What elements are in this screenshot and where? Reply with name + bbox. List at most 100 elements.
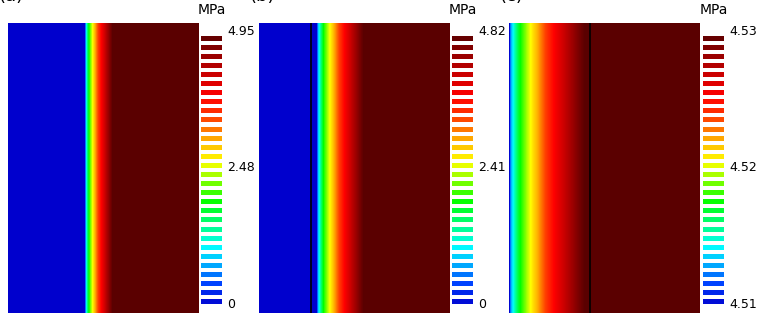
FancyBboxPatch shape: [201, 54, 223, 59]
FancyBboxPatch shape: [703, 227, 724, 231]
FancyBboxPatch shape: [452, 45, 473, 50]
FancyBboxPatch shape: [201, 227, 223, 231]
FancyBboxPatch shape: [201, 236, 223, 241]
Text: 2.41: 2.41: [478, 161, 506, 174]
FancyBboxPatch shape: [452, 172, 473, 177]
FancyBboxPatch shape: [201, 108, 223, 113]
FancyBboxPatch shape: [201, 263, 223, 268]
Text: 2.48: 2.48: [227, 161, 255, 174]
FancyBboxPatch shape: [703, 126, 724, 131]
FancyBboxPatch shape: [452, 299, 473, 304]
FancyBboxPatch shape: [452, 81, 473, 86]
FancyBboxPatch shape: [201, 36, 223, 41]
FancyBboxPatch shape: [452, 63, 473, 68]
FancyBboxPatch shape: [452, 108, 473, 113]
FancyBboxPatch shape: [452, 72, 473, 77]
FancyBboxPatch shape: [703, 117, 724, 123]
FancyBboxPatch shape: [452, 181, 473, 186]
FancyBboxPatch shape: [703, 90, 724, 95]
FancyBboxPatch shape: [201, 299, 223, 304]
FancyBboxPatch shape: [703, 254, 724, 259]
FancyBboxPatch shape: [703, 190, 724, 195]
FancyBboxPatch shape: [201, 81, 223, 86]
FancyBboxPatch shape: [703, 99, 724, 104]
FancyBboxPatch shape: [703, 54, 724, 59]
FancyBboxPatch shape: [703, 154, 724, 159]
FancyBboxPatch shape: [201, 63, 223, 68]
FancyBboxPatch shape: [703, 63, 724, 68]
FancyBboxPatch shape: [201, 154, 223, 159]
FancyBboxPatch shape: [201, 117, 223, 123]
FancyBboxPatch shape: [201, 90, 223, 95]
FancyBboxPatch shape: [452, 272, 473, 277]
FancyBboxPatch shape: [201, 45, 223, 50]
FancyBboxPatch shape: [201, 99, 223, 104]
Text: 4.52: 4.52: [729, 161, 756, 174]
FancyBboxPatch shape: [452, 154, 473, 159]
Text: 4.82: 4.82: [478, 25, 506, 38]
FancyBboxPatch shape: [703, 272, 724, 277]
FancyBboxPatch shape: [703, 172, 724, 177]
FancyBboxPatch shape: [452, 99, 473, 104]
Text: 4.51: 4.51: [729, 298, 756, 311]
FancyBboxPatch shape: [703, 72, 724, 77]
FancyBboxPatch shape: [201, 136, 223, 141]
FancyBboxPatch shape: [201, 217, 223, 222]
FancyBboxPatch shape: [703, 163, 724, 168]
Text: MPa: MPa: [449, 3, 477, 17]
FancyBboxPatch shape: [703, 108, 724, 113]
Text: (a): (a): [0, 0, 23, 6]
FancyBboxPatch shape: [201, 245, 223, 250]
Text: 0: 0: [227, 298, 235, 311]
Text: (b): (b): [249, 0, 274, 6]
FancyBboxPatch shape: [452, 236, 473, 241]
FancyBboxPatch shape: [703, 281, 724, 286]
FancyBboxPatch shape: [452, 117, 473, 123]
FancyBboxPatch shape: [452, 254, 473, 259]
FancyBboxPatch shape: [703, 290, 724, 295]
FancyBboxPatch shape: [452, 199, 473, 204]
FancyBboxPatch shape: [201, 172, 223, 177]
FancyBboxPatch shape: [201, 290, 223, 295]
FancyBboxPatch shape: [452, 163, 473, 168]
FancyBboxPatch shape: [703, 145, 724, 150]
FancyBboxPatch shape: [703, 36, 724, 41]
FancyBboxPatch shape: [703, 81, 724, 86]
FancyBboxPatch shape: [201, 199, 223, 204]
FancyBboxPatch shape: [703, 208, 724, 213]
FancyBboxPatch shape: [452, 90, 473, 95]
FancyBboxPatch shape: [201, 126, 223, 131]
FancyBboxPatch shape: [201, 190, 223, 195]
FancyBboxPatch shape: [452, 136, 473, 141]
FancyBboxPatch shape: [703, 217, 724, 222]
FancyBboxPatch shape: [703, 263, 724, 268]
FancyBboxPatch shape: [703, 299, 724, 304]
FancyBboxPatch shape: [201, 254, 223, 259]
FancyBboxPatch shape: [452, 54, 473, 59]
FancyBboxPatch shape: [703, 136, 724, 141]
FancyBboxPatch shape: [452, 145, 473, 150]
FancyBboxPatch shape: [703, 245, 724, 250]
FancyBboxPatch shape: [452, 281, 473, 286]
FancyBboxPatch shape: [452, 263, 473, 268]
Text: (c): (c): [500, 0, 524, 6]
Text: MPa: MPa: [700, 3, 728, 17]
FancyBboxPatch shape: [201, 272, 223, 277]
FancyBboxPatch shape: [452, 290, 473, 295]
FancyBboxPatch shape: [201, 72, 223, 77]
FancyBboxPatch shape: [703, 45, 724, 50]
Text: 4.95: 4.95: [227, 25, 255, 38]
FancyBboxPatch shape: [201, 181, 223, 186]
FancyBboxPatch shape: [452, 245, 473, 250]
Text: 0: 0: [478, 298, 486, 311]
FancyBboxPatch shape: [452, 190, 473, 195]
FancyBboxPatch shape: [452, 208, 473, 213]
FancyBboxPatch shape: [201, 281, 223, 286]
FancyBboxPatch shape: [201, 208, 223, 213]
Text: 4.53: 4.53: [729, 25, 756, 38]
FancyBboxPatch shape: [703, 199, 724, 204]
FancyBboxPatch shape: [452, 36, 473, 41]
FancyBboxPatch shape: [452, 227, 473, 231]
FancyBboxPatch shape: [452, 217, 473, 222]
Text: MPa: MPa: [197, 3, 226, 17]
